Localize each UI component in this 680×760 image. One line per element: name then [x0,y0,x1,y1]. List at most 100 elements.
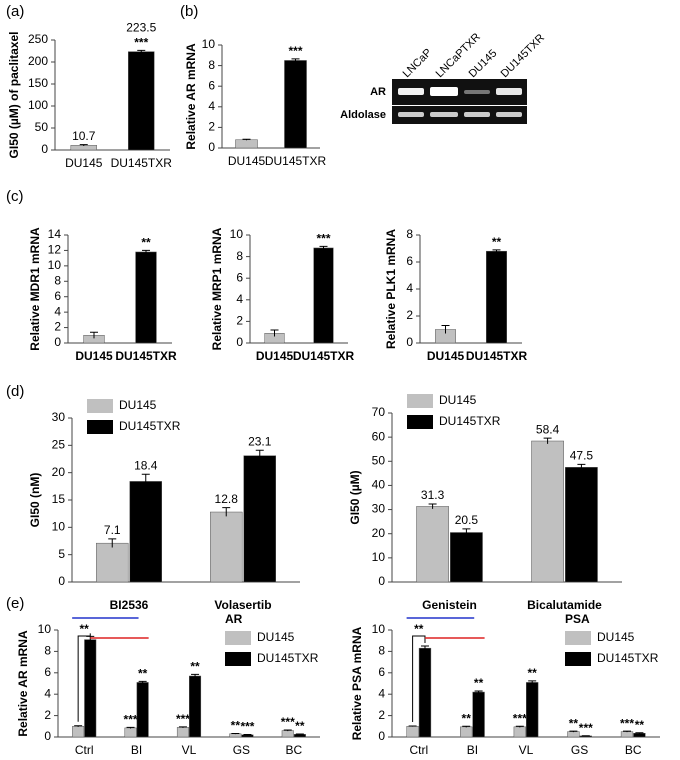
significance-label: ** [474,676,484,690]
y-tick-label: 10 [230,227,244,241]
y-tick-label: 10 [52,520,66,534]
gel-lane-label: DU145 [467,47,500,80]
error-bar [515,725,524,728]
panel-label: (a) [6,3,24,20]
legend-label: DU145TXR [257,651,319,665]
gel-band [430,112,458,117]
x-tick-label: BI2536 [110,598,149,612]
y-tick-label: 25 [52,438,66,452]
bar [235,139,258,149]
y-tick-label: 4 [54,304,61,318]
y-tick-label: 0 [58,574,65,588]
bar [136,682,149,738]
y-tick-label: 4 [378,686,385,700]
y-tick-label: 20 [372,526,386,540]
error-bar [492,249,501,253]
y-tick-label: 14 [48,227,62,241]
y-tick-label: 2 [54,320,61,334]
gel-lane-bg [392,106,527,124]
y-axis-label: GI50 (nM) [28,473,42,528]
significance-label: *** [620,716,634,730]
y-tick-label: 6 [236,270,243,284]
y-tick-label: 20 [52,465,66,479]
x-tick-label: GS [571,743,588,757]
significance-label: *** [134,36,148,50]
x-tick-label: Volasertib [214,598,271,612]
gel-band [464,112,490,117]
value-label: 31.3 [421,488,445,502]
x-tick-label: DU145 [65,156,103,170]
bar [281,730,294,738]
x-tick-label: VL [182,743,197,757]
bracket [412,635,426,722]
gel-band [496,88,522,95]
error-bar [231,732,240,735]
bar [129,481,162,583]
y-axis-label: GI50 (µM) of paclitaxel [7,32,21,159]
x-tick-label: DU145TXR [111,156,173,170]
x-tick-label: DU145TXR [466,349,528,363]
bar [293,734,306,738]
bar [70,145,97,151]
y-axis-label: Relative AR mRNA [184,43,198,150]
y-tick-label: 8 [406,227,413,241]
legend-label: DU145 [597,630,635,644]
x-tick-label: DU145TXR [293,349,355,363]
y-tick-label: 10 [372,622,386,636]
significance-label: *** [316,232,330,246]
significance-label: *** [513,711,527,725]
legend-label: DU145TXR [119,419,181,433]
significance-label: *** [281,715,295,729]
y-tick-label: 0 [236,335,243,349]
bar [416,506,449,583]
gel-row-label: AR [370,86,386,98]
error-bar [90,331,98,339]
error-bar [108,538,117,548]
y-tick-label: 30 [372,502,386,516]
error-bar [428,503,437,509]
chart-title: PSA [565,612,590,626]
error-bar [408,725,417,727]
error-bar [255,449,264,462]
legend-swatch [225,652,251,666]
bracket [77,633,91,722]
y-axis-label: Relative PLK1 mRNA [384,229,398,349]
x-tick-label: BC [285,743,302,757]
bar [633,733,646,738]
value-label: 223.5 [126,21,156,35]
bar [460,726,473,738]
bar [313,247,334,344]
legend-swatch [565,631,591,645]
x-tick-label: BI [131,743,142,757]
y-tick-label: 0 [378,574,385,588]
legend-label: DU145TXR [597,651,659,665]
significance-label: ** [141,236,151,250]
x-tick-label: VL [519,743,534,757]
legend-swatch [225,631,251,645]
x-tick-label: DU145 [75,349,113,363]
legend-label: DU145 [439,393,477,407]
bar [189,675,202,738]
y-tick-label: 6 [54,289,61,303]
y-axis-label: Relative AR mRNA [16,630,30,737]
bar [620,731,634,738]
y-tick-label: 6 [44,665,51,679]
value-label: 58.4 [536,422,560,436]
x-tick-label: DU145TXR [115,349,177,363]
y-tick-label: 10 [48,258,62,272]
y-tick-label: 250 [28,32,48,46]
error-bar [142,249,150,254]
y-tick-label: 8 [54,273,61,287]
error-bar [178,726,187,728]
y-tick-label: 0 [406,335,413,349]
panel-label: (d) [6,383,24,400]
gel-band [398,88,424,95]
bar [526,682,539,738]
significance-label: *** [176,712,190,726]
y-axis-label: Relative MDR1 mRNA [28,227,42,351]
legend-label: DU145TXR [439,414,501,428]
y-tick-label: 70 [372,405,386,419]
y-tick-label: 150 [28,76,48,90]
bar [243,455,276,583]
